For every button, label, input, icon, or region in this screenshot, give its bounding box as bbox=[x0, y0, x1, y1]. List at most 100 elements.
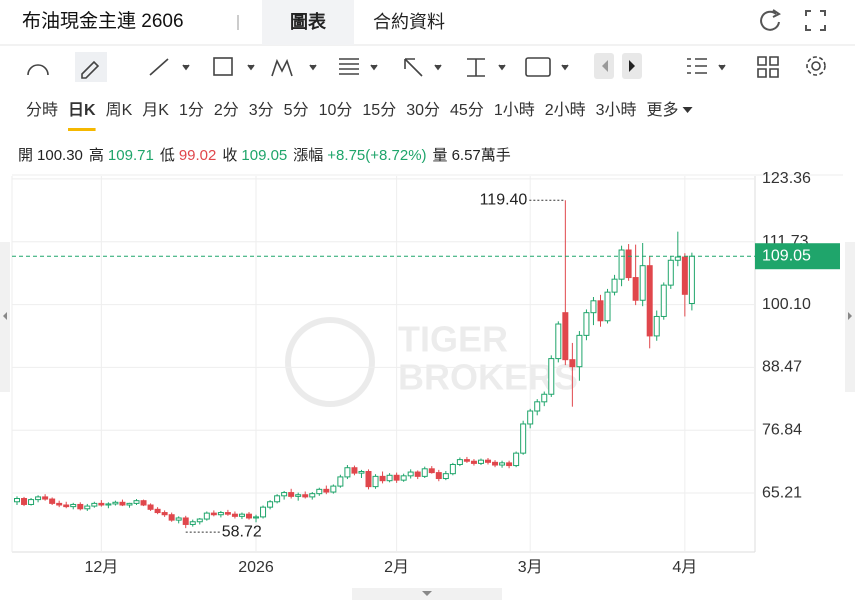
candle-body bbox=[646, 265, 653, 337]
tool-icon[interactable] bbox=[149, 58, 169, 76]
candle-body bbox=[463, 459, 470, 462]
candle-body bbox=[379, 475, 386, 482]
tool-icon[interactable] bbox=[687, 58, 707, 74]
candle-body bbox=[105, 503, 112, 506]
tool-icon[interactable] bbox=[757, 56, 779, 78]
candle-body bbox=[154, 508, 161, 514]
candle-body bbox=[632, 277, 639, 301]
candle-body bbox=[583, 312, 590, 336]
period-tab[interactable]: 3分 bbox=[249, 101, 274, 119]
candle-body bbox=[84, 505, 91, 510]
candle-body bbox=[449, 463, 456, 475]
candle-body bbox=[569, 359, 576, 368]
candle-body bbox=[506, 462, 513, 467]
period-tab[interactable]: 分時 bbox=[26, 101, 58, 119]
info-label: 量 bbox=[433, 147, 448, 164]
candle-body bbox=[323, 488, 330, 493]
nav-arrow bbox=[629, 60, 635, 72]
info-value: 109.05 bbox=[241, 147, 287, 164]
candle-body bbox=[477, 459, 484, 464]
candle-body bbox=[428, 468, 435, 474]
candle-body bbox=[231, 513, 238, 517]
tool-icon[interactable] bbox=[404, 58, 423, 77]
candle-body bbox=[470, 460, 477, 464]
tool-icon[interactable] bbox=[81, 60, 100, 79]
info-label: 高 bbox=[89, 147, 104, 164]
period-tab[interactable]: 15分 bbox=[362, 101, 396, 119]
watermark bbox=[285, 317, 375, 407]
candle-body bbox=[330, 485, 337, 493]
tool-active-bg bbox=[75, 52, 107, 82]
candle-body bbox=[147, 504, 154, 510]
toolbar bbox=[27, 52, 826, 82]
tool-icon[interactable] bbox=[467, 58, 485, 77]
candle-body bbox=[245, 513, 252, 519]
candle-body bbox=[548, 358, 555, 395]
period-tab[interactable]: 30分 bbox=[406, 101, 440, 119]
candle-body bbox=[295, 494, 302, 497]
y-tick-label: 88.47 bbox=[762, 359, 802, 376]
candle-body bbox=[316, 488, 323, 495]
last-price-label: 109.05 bbox=[762, 247, 811, 264]
period-tab[interactable]: 3小時 bbox=[596, 101, 637, 119]
candle-body bbox=[28, 499, 35, 505]
candle-body bbox=[667, 259, 674, 286]
settings-icon[interactable] bbox=[806, 56, 826, 76]
info-value: 109.71 bbox=[108, 147, 154, 164]
watermark-text: TIGER bbox=[398, 319, 508, 360]
candle-body bbox=[126, 502, 133, 506]
candle-body bbox=[210, 512, 217, 516]
candle-body bbox=[63, 504, 70, 508]
candle-body bbox=[224, 512, 231, 515]
info-label: 低 bbox=[160, 147, 175, 164]
candle-body bbox=[267, 501, 274, 508]
period-underline bbox=[68, 128, 96, 131]
candle-body bbox=[196, 518, 203, 523]
candle-body bbox=[653, 315, 660, 337]
period-tab[interactable]: 月K bbox=[142, 102, 169, 119]
candle-body bbox=[140, 500, 147, 506]
info-label: 收 bbox=[222, 147, 237, 164]
tool-icon[interactable] bbox=[525, 57, 551, 77]
period-tab[interactable]: 5分 bbox=[284, 101, 309, 119]
candle-body bbox=[534, 401, 541, 412]
info-value: +8.75(+8.72%) bbox=[327, 147, 426, 164]
candle-body bbox=[597, 300, 604, 322]
period-tab[interactable]: 2分 bbox=[214, 101, 239, 119]
candle-body bbox=[372, 475, 379, 488]
period-tab[interactable]: 周K bbox=[106, 102, 133, 119]
period-tab[interactable]: 2小時 bbox=[545, 101, 586, 119]
candle-body bbox=[421, 468, 428, 477]
period-tab[interactable]: 1分 bbox=[179, 101, 204, 119]
tool-icon[interactable] bbox=[271, 58, 293, 77]
period-tab[interactable]: 日K bbox=[68, 101, 96, 119]
tool-icon[interactable] bbox=[27, 64, 49, 76]
candle-body bbox=[344, 467, 351, 478]
candle-body bbox=[393, 474, 400, 481]
candle-body bbox=[618, 249, 625, 280]
x-tick-label: 2026 bbox=[238, 559, 274, 576]
info-value: 100.30 bbox=[37, 147, 83, 164]
refresh-icon[interactable] bbox=[760, 9, 781, 31]
candle-body bbox=[365, 471, 372, 488]
fullscreen-icon[interactable] bbox=[805, 10, 826, 31]
candle-body bbox=[98, 502, 105, 506]
candle-body bbox=[386, 474, 393, 482]
tab[interactable]: 合約資料 bbox=[373, 12, 445, 32]
info-label: 開 bbox=[18, 147, 33, 164]
period-tab[interactable]: 1小時 bbox=[494, 101, 535, 119]
dropdown-arrow[interactable] bbox=[182, 64, 726, 71]
candle-body bbox=[56, 502, 63, 506]
candle-body bbox=[681, 256, 688, 295]
candle-body bbox=[42, 496, 49, 500]
tab[interactable]: 圖表 bbox=[290, 11, 327, 32]
tool-icon[interactable] bbox=[339, 58, 359, 75]
period-tab[interactable]: 45分 bbox=[450, 101, 484, 119]
period-tab[interactable]: 10分 bbox=[319, 101, 353, 119]
settings-icon[interactable] bbox=[811, 61, 821, 71]
y-tick-label: 76.84 bbox=[762, 421, 802, 438]
tool-icon[interactable] bbox=[213, 57, 233, 76]
x-tick-label: 2月 bbox=[384, 559, 409, 576]
period-tab[interactable]: 更多 bbox=[647, 101, 679, 119]
info-value: 99.02 bbox=[179, 147, 217, 164]
